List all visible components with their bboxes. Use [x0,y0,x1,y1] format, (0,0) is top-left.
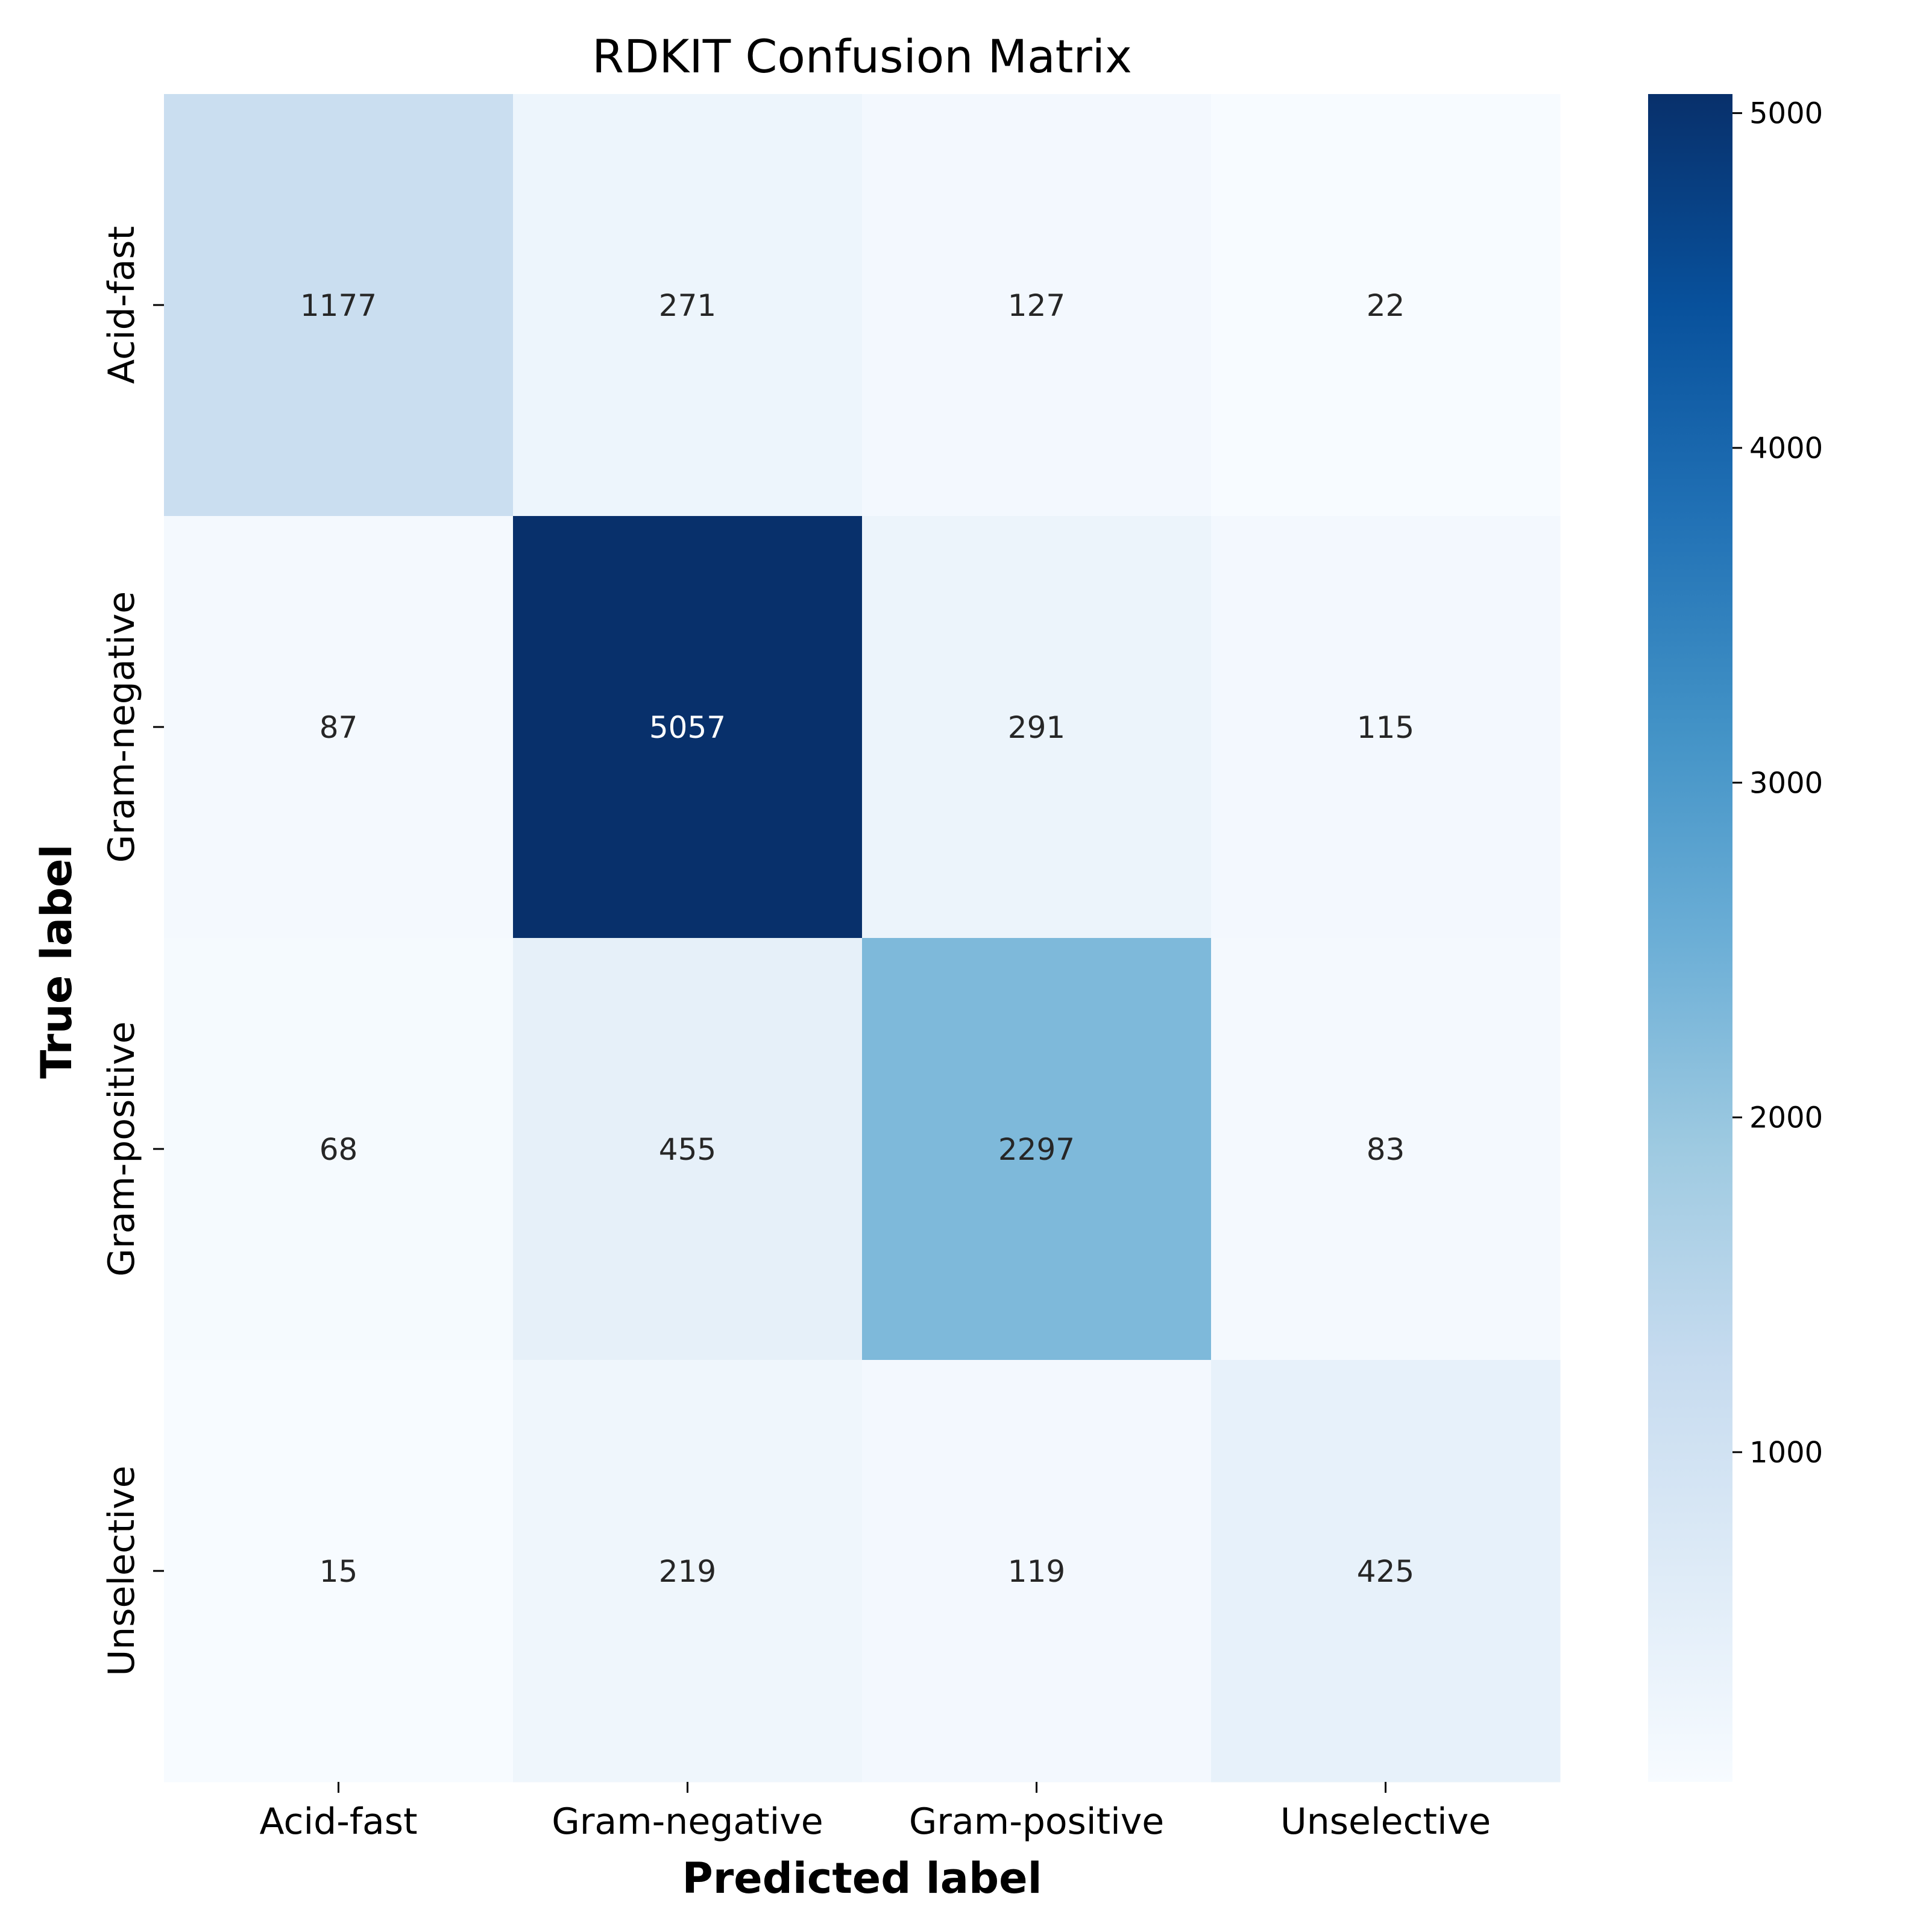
y-axis-label: True label [32,844,81,1078]
cell-value-label: 291 [1008,710,1065,745]
colorbar-tick-label: 2000 [1749,1101,1823,1135]
heatmap-cell-1-2 [862,516,1212,939]
chart-title: RDKIT Confusion Matrix [592,30,1132,83]
cell-value-label: 119 [1008,1554,1065,1589]
heatmap-cell-3-1 [513,1360,863,1783]
colorbar-tick-label: 4000 [1749,432,1823,465]
cell-value-label: 455 [659,1132,716,1167]
cell-value-label: 83 [1367,1132,1405,1167]
cell-value-label: 5057 [649,710,726,745]
heatmap-cell-0-3 [1211,94,1561,517]
cell-value-label: 15 [319,1554,358,1589]
cell-value-label: 425 [1357,1554,1414,1589]
heatmap-cell-2-2 [862,938,1212,1361]
cell-value-label: 22 [1367,288,1405,323]
x-tick-label: Gram-negative [552,1801,823,1843]
cell-value-label: 115 [1357,710,1414,745]
cell-value-label: 68 [319,1132,358,1167]
y-tick-label: Gram-negative [101,591,143,863]
heatmap-cell-2-1 [513,938,863,1361]
heatmap-cell-2-0 [164,938,514,1361]
x-axis-ticks: Acid-fast Gram-negative Gram-positive Unsel… [259,1782,1491,1843]
cell-value-label: 2297 [998,1132,1075,1167]
heatmap-cell-3-2 [862,1360,1212,1783]
y-axis-ticks: Acid-fast Gram-negative Gram-positive Unsel… [101,226,164,1676]
cell-value-label: 87 [319,710,358,745]
cell-value-label: 1177 [300,288,377,323]
heatmap-cell-0-0 [164,94,514,517]
colorbar-tick-label: 3000 [1749,766,1823,800]
y-tick-label: Unselective [101,1465,143,1676]
heatmap-cells: 1177 271 127 22 87 5057 291 115 68 455 2297 83 15 219… [164,94,1561,1783]
heatmap-cell-0-2 [862,94,1212,517]
heatmap-cell-3-0 [164,1360,514,1783]
heatmap-cell-1-0 [164,516,514,939]
x-tick-label: Gram-positive [909,1801,1164,1843]
cell-value-label: 271 [659,288,716,323]
x-axis-label: Predicted label [682,1854,1042,1903]
cell-value-label: 219 [659,1554,716,1589]
heatmap-cell-1-1 [513,516,863,939]
colorbar-tick-label: 1000 [1749,1436,1823,1470]
cell-value-label: 127 [1008,288,1065,323]
y-tick-label: Gram-positive [101,1021,143,1276]
colorbar-gradient [1648,94,1732,1782]
x-tick-label: Unselective [1280,1801,1491,1843]
heatmap-cell-1-3 [1211,516,1561,939]
heatmap-cell-2-3 [1211,938,1561,1361]
y-tick-label: Acid-fast [101,226,143,384]
heatmap-cell-0-1 [513,94,863,517]
colorbar-tick-label: 5000 [1749,97,1823,131]
x-tick-label: Acid-fast [259,1801,417,1843]
heatmap-cell-3-3 [1211,1360,1561,1783]
colorbar: 1000 2000 3000 4000 5000 [1648,94,1823,1782]
